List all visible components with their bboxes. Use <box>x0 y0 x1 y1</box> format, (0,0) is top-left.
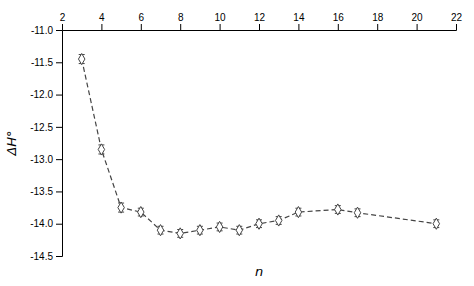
x-tick-label: 10 <box>215 12 227 23</box>
x-tick-mark <box>338 24 339 30</box>
x-tick: 18 <box>372 12 384 30</box>
x-tick-mark <box>377 24 378 30</box>
x-axis-line <box>63 24 457 31</box>
x-tick-label: 8 <box>178 12 184 23</box>
x-tick: 22 <box>451 12 463 30</box>
x-tick-label: 12 <box>254 12 266 23</box>
y-tick: -13.5 <box>30 186 62 197</box>
y-tick-mark <box>56 127 62 128</box>
x-tick-label: 4 <box>99 12 105 23</box>
chart: 246810121416182022-14.5-14.0-13.5-13.0-1… <box>0 0 474 286</box>
y-tick: -12.0 <box>30 89 62 100</box>
x-tick: 10 <box>215 12 227 30</box>
y-tick-label: -13.5 <box>30 186 53 197</box>
x-tick: 8 <box>178 12 184 30</box>
marker <box>177 228 183 239</box>
marker <box>138 207 144 218</box>
marker <box>295 207 301 218</box>
x-tick-label: 14 <box>293 12 305 23</box>
line <box>82 59 437 233</box>
x-tick-label: 18 <box>372 12 384 23</box>
x-tick-mark <box>417 24 418 30</box>
x-axis: 2 4 6 8 10 12 14 16 18 20 22 <box>60 12 463 31</box>
y-tick-mark <box>56 30 62 31</box>
y-tick-label: -11.5 <box>31 57 53 68</box>
plot: 246810121416182022-14.5-14.0-13.5-13.0-1… <box>30 12 462 262</box>
y-tick-label: -12.0 <box>30 89 53 100</box>
x-tick-mark <box>101 24 102 30</box>
x-tick-mark <box>220 24 221 30</box>
x-tick: 14 <box>293 12 305 30</box>
marker <box>354 207 360 218</box>
y-tick: -12.5 <box>30 122 62 133</box>
marker <box>78 53 84 64</box>
y-tick-mark <box>56 191 62 192</box>
y-tick-label: -13.0 <box>30 154 53 165</box>
x-tick-label: 20 <box>412 12 424 23</box>
y-tick-mark <box>56 95 62 96</box>
y-tick-mark <box>56 224 62 225</box>
marker <box>197 225 203 236</box>
x-tick: 16 <box>333 12 345 30</box>
y-tick: -11.0 <box>31 25 62 36</box>
x-tick-mark <box>62 24 63 30</box>
y-axis: -14.5 -14.0 -13.5 -13.0 -12.5 -12.0 -11.5 -11.0 <box>30 25 62 262</box>
x-tick-mark <box>180 24 181 30</box>
y-tick-mark <box>56 159 62 160</box>
marker <box>216 221 222 232</box>
y-axis-title: ΔH° <box>4 130 19 156</box>
x-axis-title: n <box>255 264 263 279</box>
marker <box>433 218 439 229</box>
x-tick: 20 <box>412 12 424 30</box>
x-tick-mark <box>298 24 299 30</box>
y-tick-mark <box>56 256 62 257</box>
x-tick: 2 <box>60 12 66 30</box>
y-tick-label: -14.0 <box>30 218 53 229</box>
x-tick: 6 <box>139 12 145 30</box>
marker <box>256 218 262 229</box>
y-tick-label: -12.5 <box>30 122 53 133</box>
marks <box>78 53 439 239</box>
x-tick-label: 16 <box>333 12 345 23</box>
y-tick: -11.5 <box>31 57 62 68</box>
marker <box>98 144 104 155</box>
y-tick: -13.0 <box>30 154 62 165</box>
x-tick: 12 <box>254 12 266 30</box>
x-tick: 4 <box>99 12 105 30</box>
marker <box>236 225 242 236</box>
y-tick-label: -14.5 <box>30 251 53 262</box>
y-tick: -14.5 <box>30 251 62 262</box>
y-axis-line <box>56 31 63 257</box>
x-tick-label: 22 <box>451 12 463 23</box>
y-tick: -14.0 <box>30 218 62 229</box>
x-tick-label: 2 <box>60 12 66 23</box>
marker <box>157 225 163 236</box>
x-tick-mark <box>259 24 260 30</box>
y-tick-mark <box>56 62 62 63</box>
marker <box>275 215 281 226</box>
x-tick-label: 6 <box>139 12 145 23</box>
x-tick-mark <box>456 24 457 30</box>
y-tick-label: -11.0 <box>31 25 53 36</box>
x-tick-mark <box>141 24 142 30</box>
marker <box>118 202 124 213</box>
marker <box>335 204 341 215</box>
